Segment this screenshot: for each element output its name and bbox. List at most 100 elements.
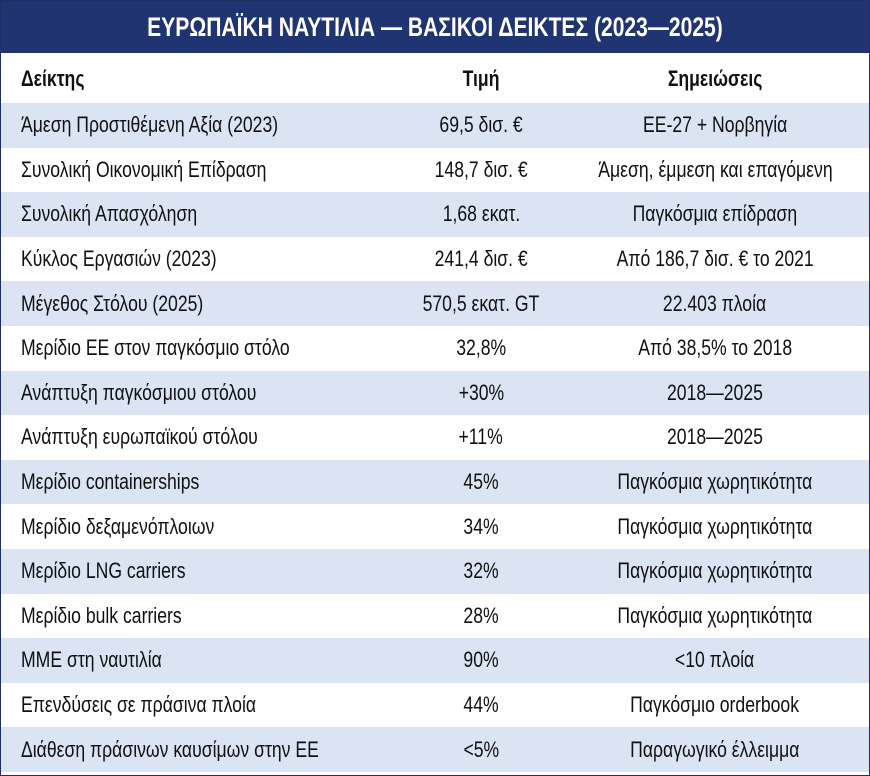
cell-text: Ανάπτυξη ευρωπαϊκού στόλου (21, 424, 258, 450)
cell-text: 1,68 εκατ. (442, 201, 520, 227)
cell: Παγκόσμιο orderbook (561, 692, 869, 718)
cell-text: Μερίδιο containerships (21, 469, 200, 495)
cell: 148,7 δισ. € (401, 157, 561, 183)
table-row: Μερίδιο δεξαμενόπλοιων 34% Παγκόσμια χωρητ… (1, 504, 869, 549)
cell: Σημειώσεις (561, 66, 869, 92)
table-row: Κύκλος Εργασιών (2023) 241,4 δισ. € Από 18… (1, 237, 869, 282)
cell: <10 πλοία (561, 647, 869, 673)
cell: Άμεση Προστιθέμενη Αξία (2023) (1, 112, 401, 138)
cell-text: Άμεση, έμμεση και επαγόμενη (597, 156, 833, 182)
cell: 241,4 δισ. € (401, 246, 561, 272)
cell: 22.403 πλοία (561, 291, 869, 317)
cell-text: 45% (463, 469, 499, 495)
table-row: Διάθεση πράσινων καυσίμων στην ΕΕ <5% Παρα… (1, 727, 869, 772)
table-row: Μερίδιο bulk carriers 28% Παγκόσμια χωρητι… (1, 594, 869, 639)
cell: 32,8% (401, 335, 561, 361)
cell-text: <5% (463, 736, 499, 762)
cell: 28% (401, 603, 561, 629)
table-row: ΜΜΕ στη ναυτιλία 90% <10 πλοία (1, 638, 869, 683)
cell: Παγκόσμια επίδραση (561, 201, 869, 227)
cell-text: Παγκόσμια χωρητικότητα (617, 469, 813, 495)
cell: Μέγεθος Στόλου (2025) (1, 291, 401, 317)
cell-text: Επενδύσεις σε πράσινα πλοία (21, 692, 257, 718)
cell-text: Μερίδιο δεξαμενόπλοιων (21, 513, 215, 539)
cell-text: Μερίδιο ΕΕ στον παγκόσμιο στόλο (21, 335, 290, 361)
cell-text: Μερίδιο bulk carriers (21, 602, 182, 628)
cell-text: 2018—2025 (667, 424, 763, 450)
cell-text: Παραγωγικό έλλειμμα (630, 736, 800, 762)
cell: Από 38,5% το 2018 (561, 335, 869, 361)
cell: Διάθεση πράσινων καυσίμων στην ΕΕ (1, 737, 401, 763)
cell: 45% (401, 469, 561, 495)
cell: 34% (401, 514, 561, 540)
cell-text: Παγκόσμια επίδραση (632, 201, 798, 227)
cell: <5% (401, 737, 561, 763)
cell: Επενδύσεις σε πράσινα πλοία (1, 692, 401, 718)
cell: Παγκόσμια χωρητικότητα (561, 558, 869, 584)
table-row: Μερίδιο ΕΕ στον παγκόσμιο στόλο 32,8% Από … (1, 326, 869, 371)
table-row: Ανάπτυξη ευρωπαϊκού στόλου +11% 2018—2025 (1, 415, 869, 460)
table-row: Άμεση Προστιθέμενη Αξία (2023) 69,5 δισ. … (1, 103, 869, 148)
cell-text: Συνολική Οικονομική Επίδραση (21, 156, 267, 182)
cell: Μερίδιο bulk carriers (1, 603, 401, 629)
cell-text: +11% (458, 424, 504, 450)
cell: Μερίδιο containerships (1, 469, 401, 495)
cell-text: Διάθεση πράσινων καυσίμων στην ΕΕ (21, 736, 319, 762)
cell: ΕΕ-27 + Νορβηγία (561, 112, 869, 138)
cell: Συνολική Απασχόληση (1, 201, 401, 227)
cell-text: Παγκόσμια χωρητικότητα (617, 558, 813, 584)
cell-text: Παγκόσμια χωρητικότητα (617, 513, 813, 539)
cell: Κύκλος Εργασιών (2023) (1, 246, 401, 272)
cell: 2018—2025 (561, 380, 869, 406)
cell-text: +30% (458, 379, 504, 405)
cell-text: Μέγεθος Στόλου (2025) (21, 290, 204, 316)
cell-text: Σημειώσεις (667, 66, 763, 91)
cell-text: <10 πλοία (675, 647, 755, 673)
cell: Ανάπτυξη παγκόσμιου στόλου (1, 380, 401, 406)
cell-text: Από 38,5% το 2018 (638, 335, 792, 361)
cell-text: Ανάπτυξη παγκόσμιου στόλου (21, 379, 257, 405)
cell: Συνολική Οικονομική Επίδραση (1, 157, 401, 183)
cell: Παγκόσμια χωρητικότητα (561, 514, 869, 540)
cell-text: Παγκόσμια χωρητικότητα (617, 602, 813, 628)
cell: Από 186,7 δισ. € το 2021 (561, 246, 869, 272)
cell: Ανάπτυξη ευρωπαϊκού στόλου (1, 424, 401, 450)
table: Δείκτης Τιμή Σημειώσεις Άμεση Προστιθέμενη … (1, 55, 869, 772)
cell: Μερίδιο LNG carriers (1, 558, 401, 584)
cell: 44% (401, 692, 561, 718)
table-row: Μέγεθος Στόλου (2025) 570,5 εκατ. GT 22.40… (1, 281, 869, 326)
cell-text: 44% (463, 692, 499, 718)
cell-text: Μερίδιο LNG carriers (21, 558, 186, 584)
cell-text: Άμεση Προστιθέμενη Αξία (2023) (21, 112, 279, 138)
cell-text: Τιμή (462, 66, 500, 91)
cell: 69,5 δισ. € (401, 112, 561, 138)
cell: Τιμή (401, 66, 561, 92)
cell: Παραγωγικό έλλειμμα (561, 737, 869, 763)
cell-text: 570,5 εκατ. GT (422, 290, 540, 316)
cell: Μερίδιο δεξαμενόπλοιων (1, 514, 401, 540)
title-bar: ΕΥΡΩΠΑΪΚΗ ΝΑΥΤΙΛΙΑ — ΒΑΣΙΚΟΙ ΔΕΙΚΤΕΣ (20… (1, 1, 869, 55)
table-row: Μερίδιο LNG carriers 32% Παγκόσμια χωρητικ… (1, 548, 869, 594)
cell: 2018—2025 (561, 424, 869, 450)
cell-text: ΜΜΕ στη ναυτιλία (21, 647, 162, 673)
header-row: Δείκτης Τιμή Σημειώσεις (1, 55, 869, 103)
table-row: Συνολική Απασχόληση 1,68 εκατ. Παγκόσμια ε… (1, 192, 869, 237)
cell-text: ΕΕ-27 + Νορβηγία (642, 112, 788, 138)
cell: 570,5 εκατ. GT (401, 291, 561, 317)
cell-text: Δείκτης (21, 66, 85, 91)
cell-text: 69,5 δισ. € (439, 112, 523, 138)
table-row: Συνολική Οικονομική Επίδραση 148,7 δισ. €… (1, 148, 869, 193)
cell-text: Από 186,7 δισ. € το 2021 (616, 246, 814, 272)
cell: 90% (401, 647, 561, 673)
title: ΕΥΡΩΠΑΪΚΗ ΝΑΥΤΙΛΙΑ — ΒΑΣΙΚΟΙ ΔΕΙΚΤΕΣ (20… (147, 11, 723, 42)
cell-text: 90% (463, 647, 499, 673)
cell-text: 22.403 πλοία (663, 290, 767, 316)
cell-text: Παγκόσμιο orderbook (630, 692, 800, 718)
cell: +11% (401, 424, 561, 450)
cell: ΜΜΕ στη ναυτιλία (1, 647, 401, 673)
table-row: Επενδύσεις σε πράσινα πλοία 44% Παγκόσμιο … (1, 683, 869, 728)
cell-text: 28% (463, 602, 499, 628)
cell-text: 2018—2025 (667, 379, 763, 405)
cell-text: Συνολική Απασχόληση (21, 201, 198, 227)
